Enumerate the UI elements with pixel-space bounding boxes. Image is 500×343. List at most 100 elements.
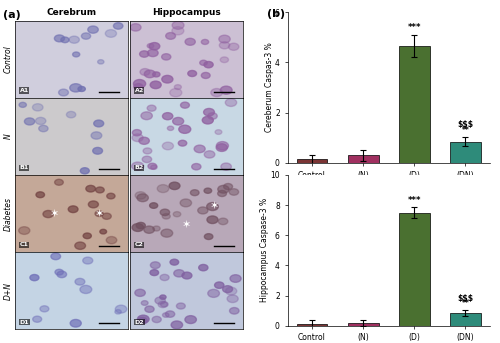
- Circle shape: [144, 70, 156, 78]
- Circle shape: [92, 147, 102, 154]
- Circle shape: [176, 303, 186, 309]
- Circle shape: [142, 301, 148, 305]
- Circle shape: [160, 302, 168, 307]
- Circle shape: [150, 270, 158, 275]
- Bar: [348, 155, 378, 163]
- Circle shape: [24, 118, 34, 125]
- Circle shape: [178, 140, 187, 146]
- Circle shape: [152, 72, 160, 77]
- Circle shape: [138, 318, 145, 322]
- Circle shape: [173, 212, 181, 217]
- Circle shape: [142, 156, 152, 163]
- Circle shape: [166, 33, 175, 39]
- Circle shape: [147, 105, 156, 111]
- Bar: [450, 313, 481, 326]
- Circle shape: [153, 226, 160, 231]
- Circle shape: [100, 229, 106, 234]
- Y-axis label: Cereberum Caspas-3 %: Cereberum Caspas-3 %: [264, 43, 274, 132]
- Circle shape: [222, 286, 232, 293]
- Circle shape: [55, 269, 64, 275]
- Circle shape: [174, 270, 184, 277]
- Circle shape: [139, 137, 149, 144]
- Circle shape: [160, 209, 170, 216]
- Text: ***: ***: [408, 23, 421, 32]
- Circle shape: [75, 242, 86, 249]
- Circle shape: [38, 125, 48, 132]
- Circle shape: [115, 310, 121, 314]
- Circle shape: [95, 211, 103, 216]
- Circle shape: [148, 163, 156, 169]
- Text: C2: C2: [134, 243, 143, 248]
- Circle shape: [40, 306, 49, 312]
- Circle shape: [32, 316, 42, 322]
- Circle shape: [171, 321, 182, 329]
- Circle shape: [180, 199, 192, 207]
- Circle shape: [162, 113, 173, 120]
- Circle shape: [107, 193, 115, 199]
- Circle shape: [226, 287, 237, 295]
- Circle shape: [36, 192, 44, 198]
- Circle shape: [190, 190, 199, 196]
- Circle shape: [204, 61, 213, 68]
- Text: D2: D2: [134, 320, 144, 325]
- Circle shape: [162, 142, 173, 150]
- Text: ✶: ✶: [210, 201, 219, 211]
- Circle shape: [135, 289, 145, 296]
- Circle shape: [219, 35, 230, 43]
- Circle shape: [150, 203, 158, 208]
- Circle shape: [150, 81, 161, 88]
- Circle shape: [220, 42, 230, 49]
- Text: (b): (b): [268, 9, 285, 19]
- Circle shape: [224, 184, 232, 190]
- Circle shape: [216, 144, 228, 151]
- Circle shape: [211, 88, 222, 97]
- Circle shape: [160, 295, 166, 299]
- Text: $$$: $$$: [458, 294, 473, 303]
- Circle shape: [230, 308, 239, 314]
- Text: Diabetes: Diabetes: [4, 197, 13, 230]
- Circle shape: [155, 297, 166, 304]
- Circle shape: [150, 165, 157, 169]
- Circle shape: [198, 207, 208, 214]
- Circle shape: [168, 126, 173, 130]
- Circle shape: [86, 185, 96, 192]
- Circle shape: [160, 274, 169, 281]
- Circle shape: [218, 190, 226, 197]
- Circle shape: [143, 148, 152, 154]
- Circle shape: [174, 85, 182, 90]
- Circle shape: [215, 130, 222, 134]
- Circle shape: [162, 313, 169, 317]
- Text: ***: ***: [408, 196, 421, 205]
- Circle shape: [145, 306, 154, 312]
- Circle shape: [102, 213, 112, 219]
- Circle shape: [69, 36, 80, 43]
- Circle shape: [188, 70, 196, 76]
- Circle shape: [202, 39, 208, 45]
- Circle shape: [218, 185, 229, 193]
- Circle shape: [18, 227, 30, 234]
- Circle shape: [91, 132, 102, 139]
- Circle shape: [207, 216, 218, 224]
- Circle shape: [208, 289, 220, 297]
- Circle shape: [140, 69, 150, 75]
- Circle shape: [216, 142, 228, 150]
- Bar: [348, 323, 378, 326]
- Circle shape: [218, 218, 228, 225]
- Circle shape: [152, 316, 162, 323]
- Circle shape: [114, 23, 123, 29]
- Circle shape: [51, 253, 60, 260]
- Bar: [399, 213, 430, 326]
- Circle shape: [172, 21, 184, 29]
- Circle shape: [202, 116, 213, 124]
- Text: D+N: D+N: [4, 282, 13, 300]
- Text: B1: B1: [20, 165, 29, 170]
- Circle shape: [144, 226, 154, 233]
- Circle shape: [80, 285, 92, 294]
- Circle shape: [19, 102, 26, 107]
- Text: Control: Control: [4, 45, 13, 73]
- Text: D1: D1: [20, 320, 29, 325]
- Circle shape: [116, 305, 127, 313]
- Circle shape: [88, 26, 99, 33]
- Circle shape: [132, 130, 141, 136]
- Circle shape: [185, 38, 196, 45]
